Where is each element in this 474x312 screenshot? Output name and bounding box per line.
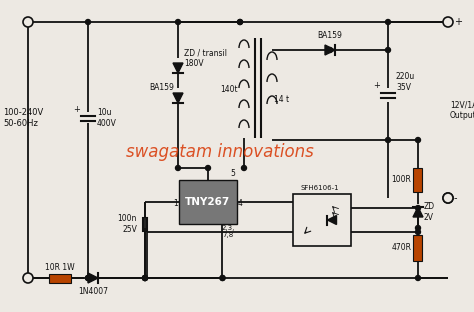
Circle shape <box>416 230 420 235</box>
Circle shape <box>237 19 243 25</box>
Text: -: - <box>454 193 457 203</box>
Circle shape <box>416 138 420 143</box>
Text: swagatam innovations: swagatam innovations <box>126 143 314 161</box>
Circle shape <box>237 19 243 25</box>
Circle shape <box>85 19 91 25</box>
Circle shape <box>143 275 147 280</box>
Circle shape <box>385 138 391 143</box>
Text: 2,3,
7,8: 2,3, 7,8 <box>222 225 235 238</box>
Text: ZD / transil
180V: ZD / transil 180V <box>184 48 227 68</box>
Text: +: + <box>73 105 80 114</box>
Bar <box>293 194 351 246</box>
Circle shape <box>385 47 391 52</box>
Circle shape <box>85 275 91 280</box>
Text: TNY267: TNY267 <box>185 197 231 207</box>
Circle shape <box>443 17 453 27</box>
Text: SFH6106-1: SFH6106-1 <box>301 185 339 191</box>
Circle shape <box>23 17 33 27</box>
Text: ZD
2V: ZD 2V <box>424 202 435 222</box>
Bar <box>413 235 422 261</box>
Circle shape <box>220 275 225 280</box>
Text: 140t: 140t <box>220 85 238 95</box>
Text: 220u
35V: 220u 35V <box>396 72 415 92</box>
Circle shape <box>175 19 181 25</box>
Polygon shape <box>325 45 335 55</box>
Text: +: + <box>454 17 462 27</box>
Text: 12V/1A
Output: 12V/1A Output <box>450 100 474 120</box>
Text: 100n
25V: 100n 25V <box>118 214 137 234</box>
Text: 100-240V
50-60Hz: 100-240V 50-60Hz <box>3 108 43 128</box>
Circle shape <box>23 273 33 283</box>
Text: 10R 1W: 10R 1W <box>45 264 75 272</box>
Polygon shape <box>173 93 183 103</box>
Text: BA159: BA159 <box>149 84 174 92</box>
Circle shape <box>85 275 91 280</box>
Circle shape <box>206 165 210 170</box>
Circle shape <box>328 47 332 52</box>
Text: 100R: 100R <box>392 175 411 184</box>
Circle shape <box>175 165 181 170</box>
Polygon shape <box>88 273 98 283</box>
Circle shape <box>385 19 391 25</box>
Circle shape <box>443 193 453 203</box>
Text: 10u
400V: 10u 400V <box>97 108 117 128</box>
Circle shape <box>143 275 147 280</box>
Text: +: + <box>373 81 380 90</box>
Circle shape <box>220 275 225 280</box>
Text: 1: 1 <box>173 199 178 208</box>
Text: 14 t: 14 t <box>274 95 289 105</box>
Bar <box>179 180 237 224</box>
Text: 1N4007: 1N4007 <box>78 287 108 296</box>
Text: BA159: BA159 <box>318 31 342 40</box>
Polygon shape <box>173 63 183 73</box>
Polygon shape <box>413 207 423 217</box>
Circle shape <box>416 226 420 231</box>
Text: 470R: 470R <box>392 243 411 252</box>
Circle shape <box>241 165 246 170</box>
Polygon shape <box>328 216 337 225</box>
Circle shape <box>416 275 420 280</box>
Circle shape <box>416 206 420 211</box>
Bar <box>49 274 71 282</box>
Circle shape <box>143 275 147 280</box>
Circle shape <box>443 193 453 203</box>
Text: 4: 4 <box>238 199 243 208</box>
Bar <box>413 168 422 192</box>
Circle shape <box>143 275 147 280</box>
Text: 5: 5 <box>230 169 235 178</box>
